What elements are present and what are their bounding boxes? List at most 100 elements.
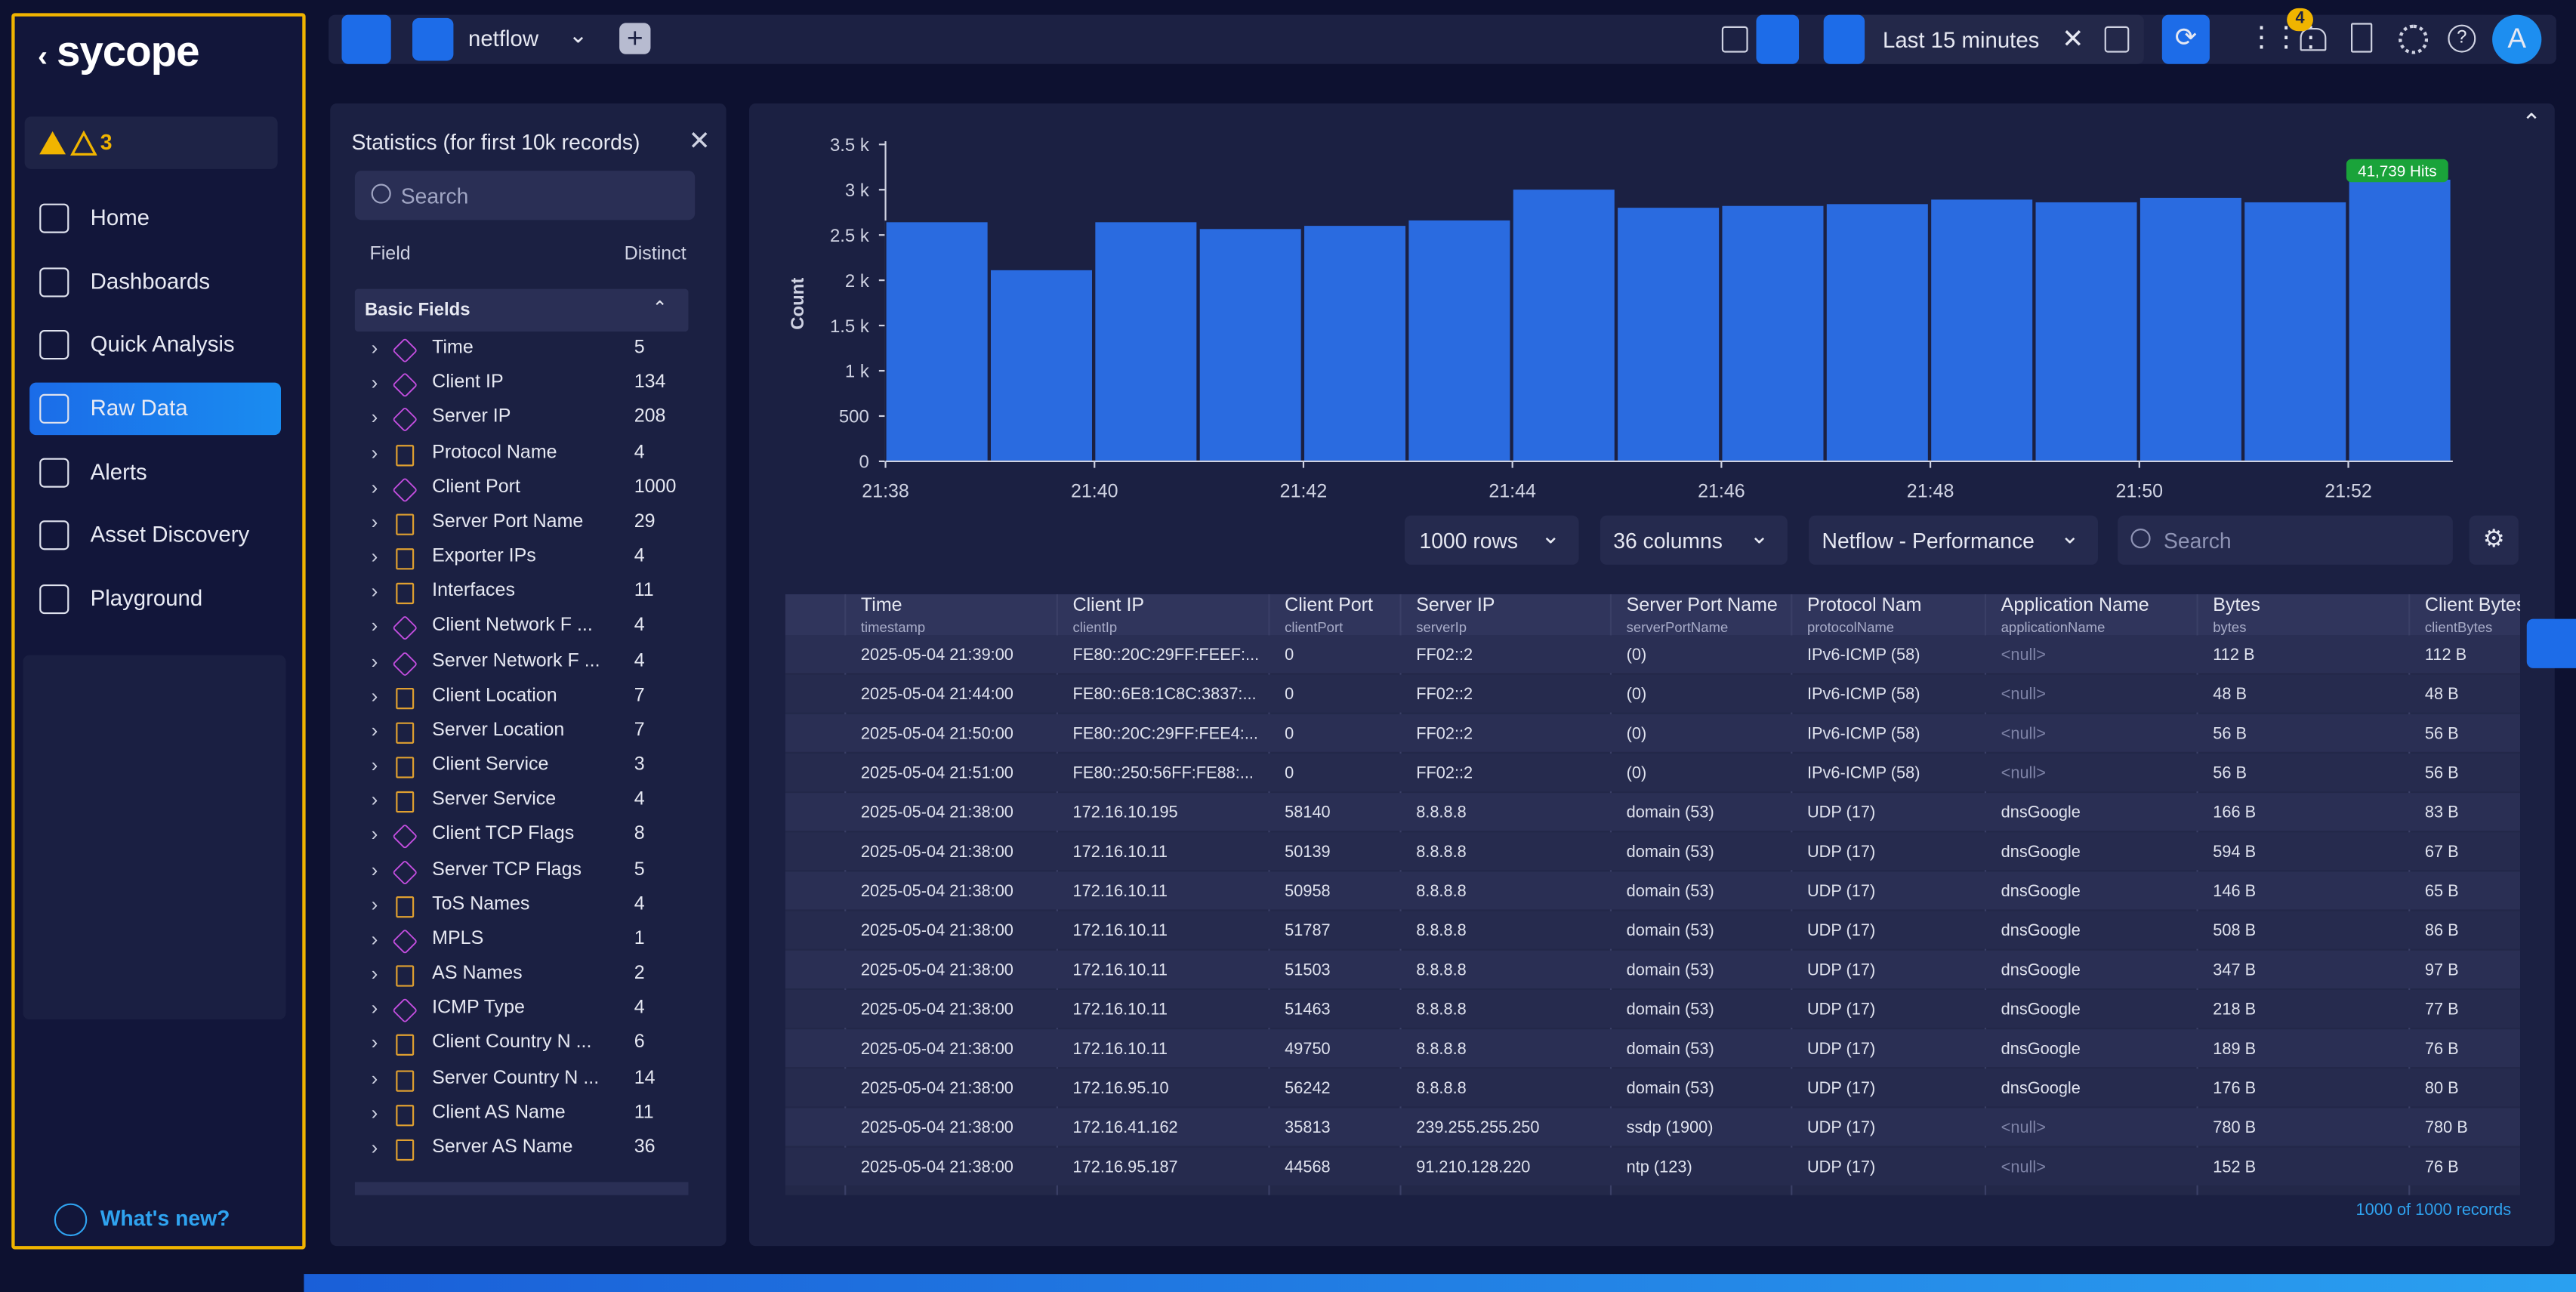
nav-item[interactable]: Asset Discovery <box>90 522 250 547</box>
field-expand[interactable]: › <box>371 544 378 569</box>
field-name[interactable]: Client Port <box>432 476 520 498</box>
field-expand[interactable]: › <box>371 510 378 534</box>
field-name[interactable]: Client Country N ... <box>432 1033 592 1053</box>
nav-item[interactable]: Alerts <box>90 459 147 485</box>
collapse-chart[interactable]: ⌃ <box>2522 108 2541 135</box>
col-title[interactable]: Protocol Nam <box>1806 596 1922 616</box>
group-collapse[interactable]: ⌃ <box>652 298 668 319</box>
table-settings[interactable]: ⚙ <box>2469 515 2519 565</box>
field-expand[interactable]: › <box>371 997 378 1020</box>
field-name[interactable]: Protocol Name <box>432 442 557 463</box>
field-name[interactable]: Time <box>432 338 474 358</box>
time-range[interactable]: Last 15 minutes <box>1883 27 2040 53</box>
side-bookmark[interactable] <box>2526 618 2576 668</box>
field-name[interactable]: MPLS <box>432 929 484 949</box>
row[interactable] <box>785 1147 2521 1186</box>
field-name[interactable]: Client Network F ... <box>432 616 593 637</box>
field-expand[interactable]: › <box>371 649 378 673</box>
row[interactable] <box>785 871 2521 910</box>
row[interactable] <box>785 753 2521 791</box>
field-expand[interactable]: › <box>371 1031 378 1055</box>
time-range-box[interactable] <box>1823 14 2144 64</box>
row[interactable] <box>785 674 2521 713</box>
source-dropdown[interactable]: ⌄ <box>568 21 588 48</box>
row[interactable] <box>785 714 2521 752</box>
field-name[interactable]: Server AS Name <box>432 1137 573 1158</box>
field-expand[interactable]: › <box>371 962 378 985</box>
field-expand[interactable]: › <box>371 753 378 777</box>
bell[interactable] <box>2300 27 2327 51</box>
col-title[interactable]: Bytes <box>2213 596 2260 616</box>
row[interactable] <box>785 832 2521 871</box>
field-expand[interactable]: › <box>371 718 378 742</box>
field-expand[interactable]: › <box>371 1136 378 1159</box>
columns-select[interactable] <box>1600 515 1788 565</box>
col-title[interactable]: Server Port Name <box>1626 596 1778 616</box>
field-expand[interactable]: › <box>371 1101 378 1124</box>
field-expand[interactable]: › <box>371 927 378 951</box>
field-name[interactable]: Server Network F ... <box>432 651 600 671</box>
row[interactable] <box>785 989 2521 1028</box>
table-search[interactable] <box>2118 515 2453 565</box>
field-name[interactable]: ToS Names <box>432 894 530 914</box>
row[interactable] <box>785 1029 2521 1068</box>
field-expand[interactable]: › <box>371 405 378 430</box>
nav-item[interactable]: Quick Analysis <box>90 331 235 356</box>
field-name[interactable]: Server Port Name <box>432 511 584 532</box>
clear-time[interactable]: ✕ <box>2062 26 2084 54</box>
row[interactable] <box>785 911 2521 949</box>
stats-search[interactable] <box>354 171 696 220</box>
field-expand[interactable]: › <box>371 1066 378 1090</box>
analysis-button[interactable] <box>341 14 391 64</box>
field-expand[interactable]: › <box>371 823 378 846</box>
field-expand[interactable]: › <box>371 579 378 603</box>
settings[interactable] <box>2399 24 2429 54</box>
field-name[interactable]: Client Service <box>432 755 549 776</box>
field-name[interactable]: Client Location <box>432 686 557 706</box>
bookmark[interactable] <box>2350 23 2373 53</box>
field-name[interactable]: ICMP Type <box>432 998 525 1019</box>
field-name[interactable]: Server TCP Flags <box>432 859 582 880</box>
nav-item[interactable]: Home <box>90 205 150 230</box>
col-title[interactable]: Client IP <box>1072 596 1145 616</box>
field-name[interactable]: Server Country N ... <box>432 1068 600 1088</box>
field-name[interactable]: Server Service <box>432 790 557 810</box>
refresh-button[interactable]: ⟳ <box>2161 14 2210 64</box>
field-name[interactable]: Server IP <box>432 407 511 427</box>
field-name[interactable]: Client TCP Flags <box>432 825 575 845</box>
stats-close[interactable]: ✕ <box>688 128 711 156</box>
alert-box[interactable] <box>24 116 278 169</box>
field-name[interactable]: Exporter IPs <box>432 547 536 567</box>
col-title[interactable]: Application Name <box>2001 596 2149 616</box>
row[interactable] <box>785 1108 2521 1146</box>
source-name[interactable]: netflow <box>467 26 539 51</box>
view-select[interactable] <box>1809 515 2098 565</box>
nav-item[interactable]: Raw Data <box>90 395 188 421</box>
avatar[interactable]: A <box>2492 14 2542 64</box>
field-expand[interactable]: › <box>371 336 378 360</box>
logo[interactable]: ‹ sycope <box>38 26 200 76</box>
field-name[interactable]: Client IP <box>432 372 504 393</box>
field-name[interactable]: Server Location <box>432 720 565 741</box>
filter-button[interactable] <box>1756 14 1800 64</box>
rows-select[interactable] <box>1404 515 1579 565</box>
col-title[interactable]: Time <box>860 596 902 616</box>
row[interactable] <box>785 950 2521 988</box>
field-expand[interactable]: › <box>371 683 378 708</box>
row[interactable] <box>785 793 2521 831</box>
field-expand[interactable]: › <box>371 893 378 916</box>
field-expand[interactable]: › <box>371 788 378 812</box>
field-name[interactable]: Interfaces <box>432 581 515 602</box>
save-button[interactable] <box>1721 26 1748 53</box>
save-time[interactable] <box>2104 26 2130 53</box>
row[interactable] <box>785 1068 2521 1107</box>
field-expand[interactable]: › <box>371 858 378 881</box>
whats-new[interactable]: What's new? <box>54 1203 230 1237</box>
col-title[interactable]: Client Bytes <box>2424 596 2521 616</box>
nav-item[interactable]: Playground <box>90 586 203 611</box>
group-header[interactable] <box>354 288 689 332</box>
field-name[interactable]: AS Names <box>432 964 523 984</box>
field-expand[interactable]: › <box>371 371 378 395</box>
nav-item[interactable]: Dashboards <box>90 269 211 294</box>
nav-active[interactable] <box>29 382 281 436</box>
